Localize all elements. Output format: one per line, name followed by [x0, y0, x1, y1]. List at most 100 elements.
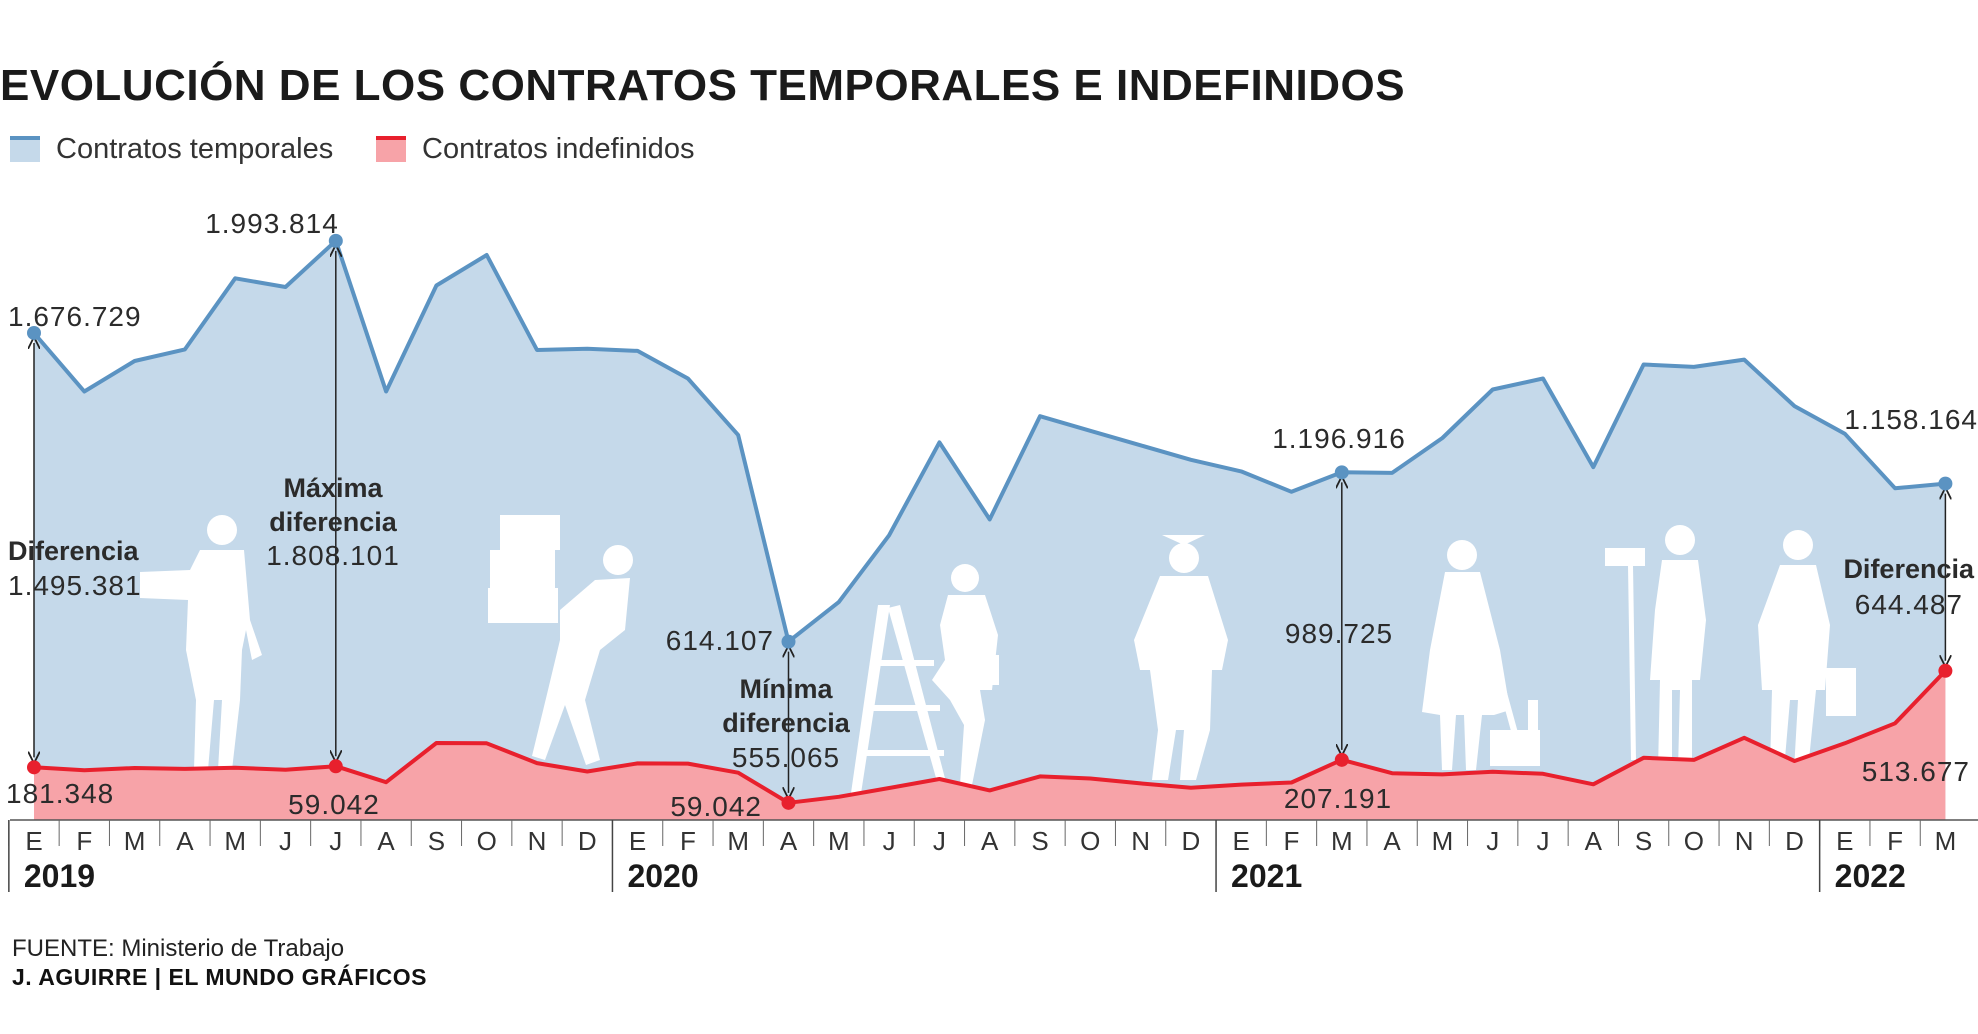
year-label-2022: 2022	[1835, 858, 1906, 894]
temporal-label-2019-01: 1.676.729	[8, 301, 142, 332]
x-tick-label: J	[1486, 826, 1499, 856]
x-tick-label: O	[477, 826, 497, 856]
x-tick-label: A	[377, 826, 395, 856]
x-tick-label: A	[1585, 826, 1603, 856]
temporal-point-2022-03	[1938, 476, 1953, 491]
annotation-minima-value: 555.065	[732, 742, 840, 773]
temporal-label-2021-03: 1.196.916	[1272, 423, 1406, 454]
silhouette-businessman	[1758, 530, 1856, 770]
source-text: FUENTE: Ministerio de Trabajo	[12, 935, 344, 962]
x-tick-label: A	[780, 826, 798, 856]
indefinido-point-2021-03	[1334, 752, 1349, 767]
annotation-maxima-line1: Máxima	[283, 473, 383, 503]
silhouette-ladder-worker	[850, 564, 999, 800]
difference-arrows	[34, 251, 1945, 793]
indefinido-label-2022-03: 513.677	[1862, 756, 1970, 787]
legend-indefinido-swatch	[376, 137, 406, 162]
silhouette-cleaner	[1422, 540, 1540, 770]
year-label-2019: 2019	[24, 858, 95, 894]
annotation-minima-line1: Mínima	[739, 674, 833, 704]
indefinido-label-2019-01: 181.348	[6, 778, 114, 809]
value-labels: 1.676.729 1.993.814 614.107 1.196.916 1.…	[6, 208, 1978, 822]
year-label-2020: 2020	[627, 858, 698, 894]
x-tick-label: A	[176, 826, 194, 856]
legend-indefinido-label: Contratos indefinidos	[422, 133, 694, 165]
legend: Contratos temporales Contratos indefinid…	[10, 133, 694, 165]
x-tick-label: D	[1785, 826, 1804, 856]
x-tick-label: A	[981, 826, 999, 856]
temporal-label-2019-07: 1.993.814	[205, 208, 339, 239]
x-tick-label: M	[727, 826, 749, 856]
x-tick-label: S	[428, 826, 445, 856]
x-tick-label: E	[629, 826, 646, 856]
annotation-diferencia-2021-value: 989.725	[1285, 618, 1393, 649]
annotation-diferencia-2019: Diferencia	[8, 536, 140, 566]
x-tick-label: A	[1383, 826, 1401, 856]
x-tick-label: M	[224, 826, 246, 856]
indefinido-point-2019-01	[27, 760, 41, 775]
legend-temporal-label: Contratos temporales	[56, 133, 333, 165]
silhouette-box-carrier	[488, 515, 633, 765]
x-tick-label: J	[933, 826, 946, 856]
x-tick-label: O	[1684, 826, 1704, 856]
x-tick-label: D	[578, 826, 597, 856]
temporal-point-2020-04	[781, 634, 796, 649]
indefinido-point-2020-04	[781, 795, 796, 810]
temporal-label-2020-04: 614.107	[666, 625, 774, 656]
temporal-point-2019-01	[27, 325, 41, 340]
legend-temporal-swatch	[10, 137, 40, 162]
annotation-diferencia-2019-value: 1.495.381	[8, 570, 142, 601]
x-tick-label: M	[828, 826, 850, 856]
x-tick-label: M	[1432, 826, 1454, 856]
temporal-line	[32, 238, 1946, 644]
x-tick-label: E	[1836, 826, 1853, 856]
indefinido-point-2022-03	[1938, 663, 1953, 678]
x-tick-label: N	[1735, 826, 1754, 856]
annotation-maxima-line2: diferencia	[269, 507, 398, 537]
temporal-point-2021-03	[1334, 465, 1349, 480]
highlight-points	[27, 233, 1953, 810]
x-tick-label: E	[25, 826, 42, 856]
indefinido-label-2020-04: 59.042	[670, 791, 762, 822]
silhouette-graduate	[1134, 535, 1228, 780]
x-tick-label: J	[883, 826, 896, 856]
annotation-maxima-value: 1.808.101	[266, 540, 400, 571]
x-tick-label: J	[279, 826, 292, 856]
indefinido-area	[34, 670, 1946, 820]
temporal-label-2022-03: 1.158.164	[1844, 404, 1978, 435]
x-tick-label: E	[1233, 826, 1250, 856]
annotation-minima-line2: diferencia	[722, 708, 851, 738]
x-tick-label: O	[1080, 826, 1100, 856]
x-tick-label: M	[124, 826, 146, 856]
x-tick-label: M	[1935, 826, 1957, 856]
credit-text: J. AGUIRRE | EL MUNDO GRÁFICOS	[12, 963, 427, 990]
x-tick-label: M	[1331, 826, 1353, 856]
temporal-point-2019-07	[328, 233, 343, 248]
silhouette-office-worker	[140, 515, 262, 770]
x-tick-label: S	[1031, 826, 1048, 856]
chart-title: EVOLUCIÓN DE LOS CONTRATOS TEMPORALES E …	[0, 60, 1405, 110]
x-tick-label: F	[1887, 826, 1903, 856]
x-tick-label: S	[1635, 826, 1652, 856]
year-label-2021: 2021	[1231, 858, 1302, 894]
indefinido-line	[33, 669, 1947, 805]
annotations: Diferencia 1.495.381 Máxima diferencia 1…	[8, 473, 1975, 773]
x-axis-years: 2019 2020 2021 2022	[8, 820, 1906, 894]
indefinido-point-2019-07	[328, 759, 343, 774]
x-tick-label: F	[76, 826, 92, 856]
x-tick-label: J	[1537, 826, 1550, 856]
silhouette-photographer	[1605, 525, 1706, 770]
x-tick-label: F	[1284, 826, 1300, 856]
x-tick-label: N	[528, 826, 547, 856]
annotation-diferencia-2022: Diferencia	[1843, 554, 1975, 584]
x-tick-label: F	[680, 826, 696, 856]
indefinido-label-2021-03: 207.191	[1284, 783, 1392, 814]
annotation-diferencia-2022-value: 644.487	[1855, 589, 1963, 620]
indefinido-label-2019-07: 59.042	[288, 789, 380, 820]
worker-silhouettes	[140, 515, 1856, 800]
x-tick-label: D	[1182, 826, 1201, 856]
x-tick-label: J	[329, 826, 342, 856]
x-tick-label: N	[1131, 826, 1150, 856]
